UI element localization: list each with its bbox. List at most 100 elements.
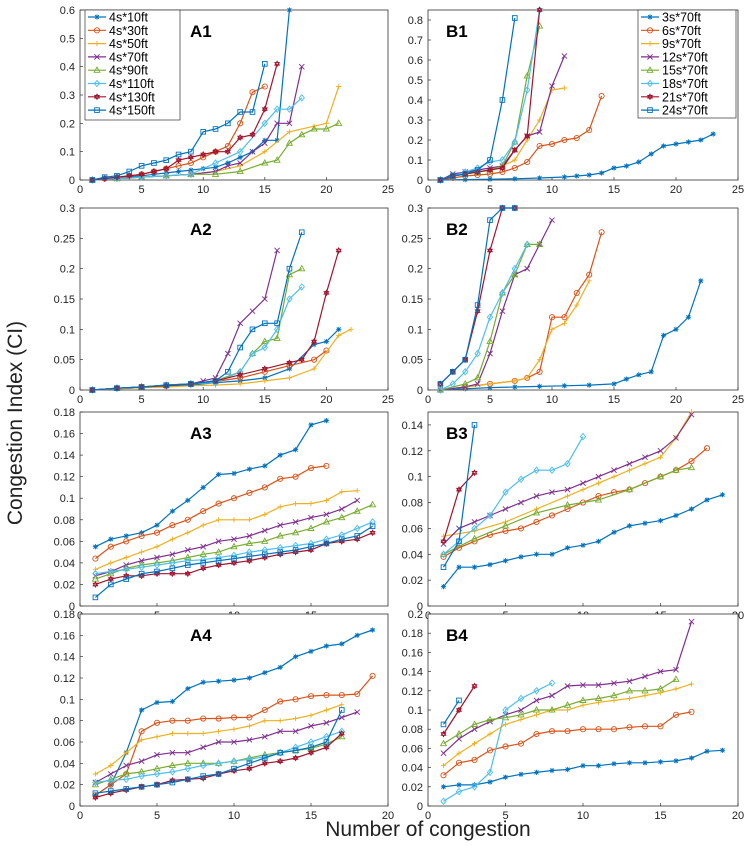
- data-point: [237, 160, 244, 166]
- data-point: [292, 747, 299, 754]
- data-point: [246, 675, 252, 681]
- y-tick-label: 0.14: [402, 667, 423, 679]
- data-point: [548, 728, 556, 735]
- data-point: [169, 522, 176, 529]
- data-point: [455, 787, 463, 796]
- data-point: [292, 696, 299, 703]
- data-point: [276, 531, 284, 539]
- data-point: [277, 550, 284, 558]
- data-point: [595, 480, 602, 486]
- data-point: [261, 83, 268, 90]
- y-tick-label: 0.6: [60, 5, 75, 17]
- data-point: [580, 487, 586, 493]
- series-3sx70ft: [437, 278, 704, 393]
- data-point: [123, 554, 129, 561]
- y-tick-label: 0.06: [54, 536, 75, 548]
- data-point: [338, 537, 345, 545]
- data-point: [524, 375, 530, 381]
- legend-marker: [647, 41, 653, 47]
- data-point: [685, 314, 691, 320]
- data-point: [292, 519, 299, 525]
- data-point: [246, 466, 252, 472]
- x-tick-label: 5: [502, 810, 508, 822]
- data-point: [656, 684, 665, 692]
- data-point: [688, 506, 695, 512]
- data-point: [549, 767, 555, 774]
- data-point: [185, 562, 191, 568]
- series-line: [443, 682, 553, 802]
- data-point: [611, 680, 617, 687]
- data-point: [246, 765, 253, 773]
- legend-marker: [647, 107, 653, 113]
- y-tick-label: 0.1: [60, 324, 75, 336]
- data-point: [656, 472, 665, 480]
- x-tick-label: 25: [382, 184, 394, 196]
- data-point: [336, 332, 342, 338]
- data-point: [215, 561, 222, 569]
- data-point: [200, 484, 206, 491]
- data-point: [536, 129, 543, 135]
- data-point: [323, 719, 330, 726]
- data-point: [291, 528, 300, 536]
- x-tick-label: 25: [382, 394, 394, 406]
- y-tick-label: 0.3: [60, 203, 75, 215]
- data-point: [154, 522, 160, 528]
- data-point: [138, 563, 145, 572]
- data-point: [561, 136, 568, 144]
- series-line: [443, 436, 584, 555]
- data-point: [456, 782, 462, 788]
- data-point: [200, 151, 207, 158]
- axes-box: [79, 411, 389, 607]
- data-point: [261, 105, 268, 113]
- data-point: [184, 553, 192, 561]
- data-point: [216, 678, 222, 684]
- data-point: [673, 666, 679, 673]
- data-point: [548, 512, 556, 519]
- x-tick-label: 15: [608, 184, 620, 196]
- data-point: [138, 163, 145, 169]
- series-3sx70ft: [437, 131, 716, 183]
- data-point: [215, 557, 222, 564]
- data-point: [200, 679, 206, 685]
- data-point: [293, 501, 299, 507]
- data-point: [200, 715, 207, 722]
- data-point: [323, 540, 330, 547]
- data-point: [108, 762, 114, 769]
- data-point: [273, 325, 281, 334]
- data-point: [471, 524, 478, 533]
- data-point: [153, 770, 161, 778]
- data-point: [323, 707, 329, 713]
- legend-label: 4s*70ft: [109, 50, 148, 64]
- data-point: [673, 434, 679, 441]
- data-point: [108, 788, 114, 794]
- data-point: [511, 204, 518, 212]
- x-tick-label: 15: [654, 810, 666, 822]
- data-point: [261, 733, 268, 740]
- data-point: [688, 618, 695, 625]
- legend-marker: [94, 41, 100, 47]
- data-point: [200, 508, 207, 515]
- y-tick-label: 0: [69, 175, 75, 187]
- data-point: [511, 137, 519, 145]
- data-point: [642, 693, 648, 699]
- data-point: [230, 495, 238, 502]
- data-point: [169, 749, 176, 756]
- data-point: [277, 698, 284, 705]
- data-point: [533, 769, 540, 775]
- data-point: [471, 519, 478, 525]
- axes-box: [427, 411, 739, 607]
- data-point: [249, 89, 256, 96]
- data-point: [474, 349, 481, 358]
- y-tick-label: 0.3: [60, 90, 75, 102]
- data-point: [107, 575, 114, 583]
- series-line: [92, 97, 303, 181]
- series-12sx70ft: [440, 618, 695, 757]
- data-point: [184, 547, 191, 553]
- legend-marker: [94, 14, 100, 20]
- series-line: [92, 63, 266, 181]
- x-tick-label: 20: [732, 810, 744, 822]
- data-point: [642, 454, 648, 461]
- data-point: [215, 759, 222, 768]
- data-point: [92, 555, 99, 562]
- data-point: [107, 776, 114, 785]
